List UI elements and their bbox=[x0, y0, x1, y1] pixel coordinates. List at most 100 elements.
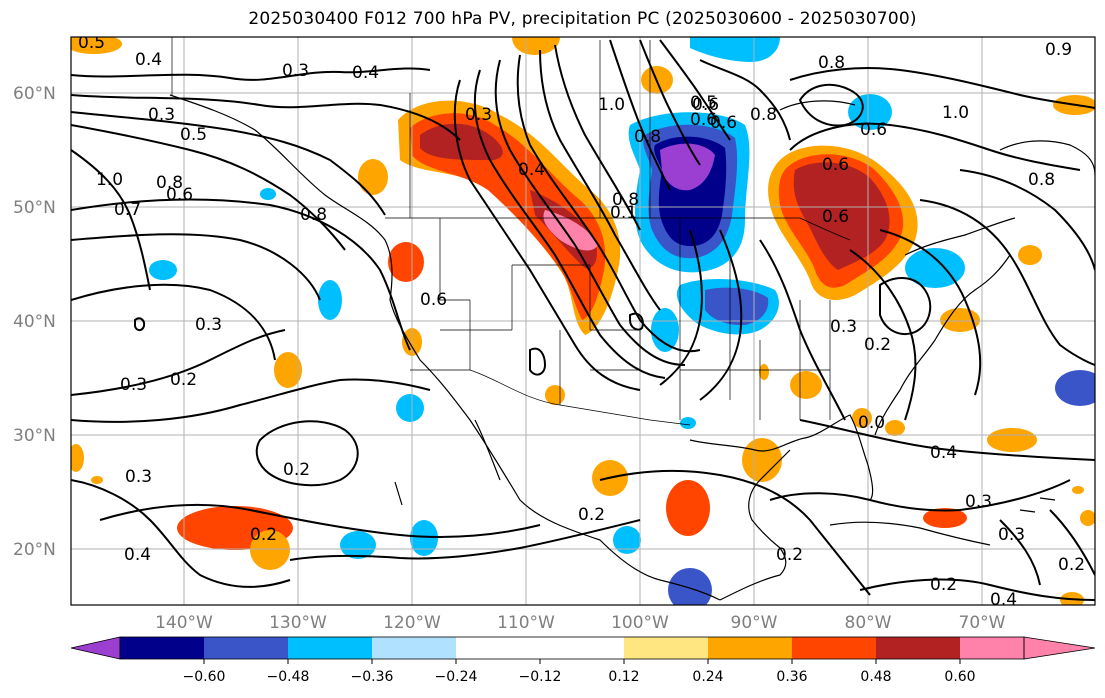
precip-negative-central-purple bbox=[660, 143, 715, 191]
lat-label: 30°N bbox=[13, 426, 56, 446]
lon-label: 90°W bbox=[731, 613, 778, 633]
contour-label: 0.8 bbox=[750, 105, 777, 125]
precip-blob bbox=[905, 248, 965, 288]
contour-label: 0.3 bbox=[965, 492, 992, 512]
precip-blob bbox=[987, 428, 1037, 452]
contour-label: 0.2 bbox=[578, 505, 605, 525]
precip-shading bbox=[71, 37, 1095, 605]
colorbar-tick-label: 0.60 bbox=[944, 669, 975, 685]
precip-blob bbox=[852, 408, 872, 428]
precip-blob bbox=[388, 242, 424, 282]
lon-label: 70°W bbox=[959, 613, 1006, 633]
precip-blob bbox=[1055, 370, 1095, 406]
contour-label: 0.6 bbox=[690, 110, 717, 130]
plot-frame bbox=[70, 36, 1096, 606]
lon-label: 80°W bbox=[845, 613, 892, 633]
contour-label: 0.2 bbox=[1058, 555, 1085, 575]
precip-blob bbox=[91, 476, 103, 484]
contour-label: 0.3 bbox=[125, 467, 152, 487]
contour-label: 0.5 bbox=[180, 125, 207, 145]
colorbar-tick-label: 0.12 bbox=[608, 669, 639, 685]
contour-label: 0.3 bbox=[998, 525, 1025, 545]
contour-label: 0.3 bbox=[830, 317, 857, 337]
colorbar-segment bbox=[708, 637, 792, 659]
precip-positive-north bbox=[512, 37, 560, 55]
precip-blob bbox=[149, 260, 177, 280]
colorbar-extend-max bbox=[1023, 636, 1096, 660]
contour-label: 0.8 bbox=[818, 53, 845, 73]
precip-blob bbox=[651, 308, 679, 352]
contour-label: 0.8 bbox=[612, 190, 639, 210]
colorbar-segment bbox=[204, 637, 288, 659]
precip-blob bbox=[396, 394, 424, 422]
contour-label: 1.0 bbox=[96, 170, 123, 190]
contour-label: 0.2 bbox=[250, 525, 277, 545]
colorbar-segment bbox=[372, 637, 456, 659]
contour-label: 0.6 bbox=[710, 113, 737, 133]
precip-blob bbox=[613, 526, 641, 554]
contour-label: 0.4 bbox=[352, 63, 379, 83]
precip-blob bbox=[759, 364, 769, 380]
longitude-labels: 140°W 130°W 120°W 110°W 100°W 90°W 80°W … bbox=[155, 613, 1006, 633]
contour-label: 0.3 bbox=[120, 375, 147, 395]
latitude-labels: 60°N 50°N 40°N 30°N 20°N bbox=[13, 84, 56, 560]
colorbar-tick-label: 0.24 bbox=[692, 669, 723, 685]
contour-label: 0.8 bbox=[300, 205, 327, 225]
contour-label: 0.2 bbox=[864, 335, 891, 355]
contour-label: 0.6 bbox=[822, 155, 849, 175]
precip-positive-great-lakes-darkred bbox=[793, 162, 890, 270]
precip-blob bbox=[71, 37, 122, 54]
contour-labels: 0.5 0.4 0.3 0.4 0.3 0.5 1.0 0.8 0.6 0.7 … bbox=[78, 37, 1085, 605]
precip-blob bbox=[260, 188, 276, 200]
colorbar-tick-label: −0.60 bbox=[183, 669, 226, 685]
lon-label: 110°W bbox=[497, 613, 555, 633]
precip-blob bbox=[250, 530, 290, 570]
contour-label: 0.5 bbox=[690, 93, 717, 113]
contour-label: 0.4 bbox=[135, 50, 162, 70]
colorbar-segment bbox=[624, 637, 708, 659]
contour-label: 0.2 bbox=[776, 545, 803, 565]
contour-label: 0.2 bbox=[170, 370, 197, 390]
colorbar: −0.60 −0.48 −0.36 −0.24 −0.12 0.12 0.24 … bbox=[70, 636, 1096, 685]
contour-label: 0.6 bbox=[822, 207, 849, 227]
colorbar-tick-label: −0.24 bbox=[435, 669, 478, 685]
contour-label: 0.8 bbox=[634, 127, 661, 147]
colorbar-tick-label: −0.48 bbox=[267, 669, 310, 685]
precip-blob bbox=[318, 280, 342, 320]
colorbar-segment bbox=[876, 637, 960, 659]
precip-blob bbox=[71, 444, 84, 472]
contour-label: 0.2 bbox=[930, 575, 957, 595]
contour-label: 0.3 bbox=[282, 61, 309, 81]
graticule bbox=[71, 37, 1095, 605]
contour-label: 0.1 bbox=[610, 203, 637, 223]
lat-label: 20°N bbox=[13, 540, 56, 560]
lat-label: 60°N bbox=[13, 84, 56, 104]
pv-contours bbox=[71, 39, 1095, 601]
colorbar-segment bbox=[288, 637, 372, 659]
precip-positive-plume-core bbox=[410, 113, 606, 321]
contour-label: 0.6 bbox=[692, 95, 719, 115]
contour-label: 0.3 bbox=[465, 105, 492, 125]
precip-blob bbox=[274, 352, 302, 388]
precip-blob bbox=[666, 480, 710, 536]
colorbar-segment bbox=[960, 637, 1024, 659]
political-borders bbox=[171, 37, 851, 426]
colorbar-ticks bbox=[203, 659, 961, 664]
colorbar-segment bbox=[456, 637, 540, 659]
contour-label: 0.4 bbox=[518, 160, 545, 180]
precip-blob bbox=[340, 531, 376, 559]
map-layers: 0.5 0.4 0.3 0.4 0.3 0.5 1.0 0.8 0.6 0.7 … bbox=[71, 37, 1095, 605]
precip-blob bbox=[680, 417, 696, 429]
precip-negative-north bbox=[690, 37, 780, 62]
precip-blob bbox=[1080, 510, 1095, 526]
contour-label: 1.0 bbox=[942, 103, 969, 123]
lon-label: 130°W bbox=[269, 613, 327, 633]
precip-blob bbox=[668, 568, 712, 605]
contour-label: 0.4 bbox=[930, 443, 957, 463]
precip-blob bbox=[885, 420, 905, 436]
precip-blob bbox=[1072, 486, 1084, 494]
precip-blob bbox=[923, 508, 967, 528]
contour-label: 0.3 bbox=[148, 105, 175, 125]
precip-blob bbox=[790, 371, 822, 399]
